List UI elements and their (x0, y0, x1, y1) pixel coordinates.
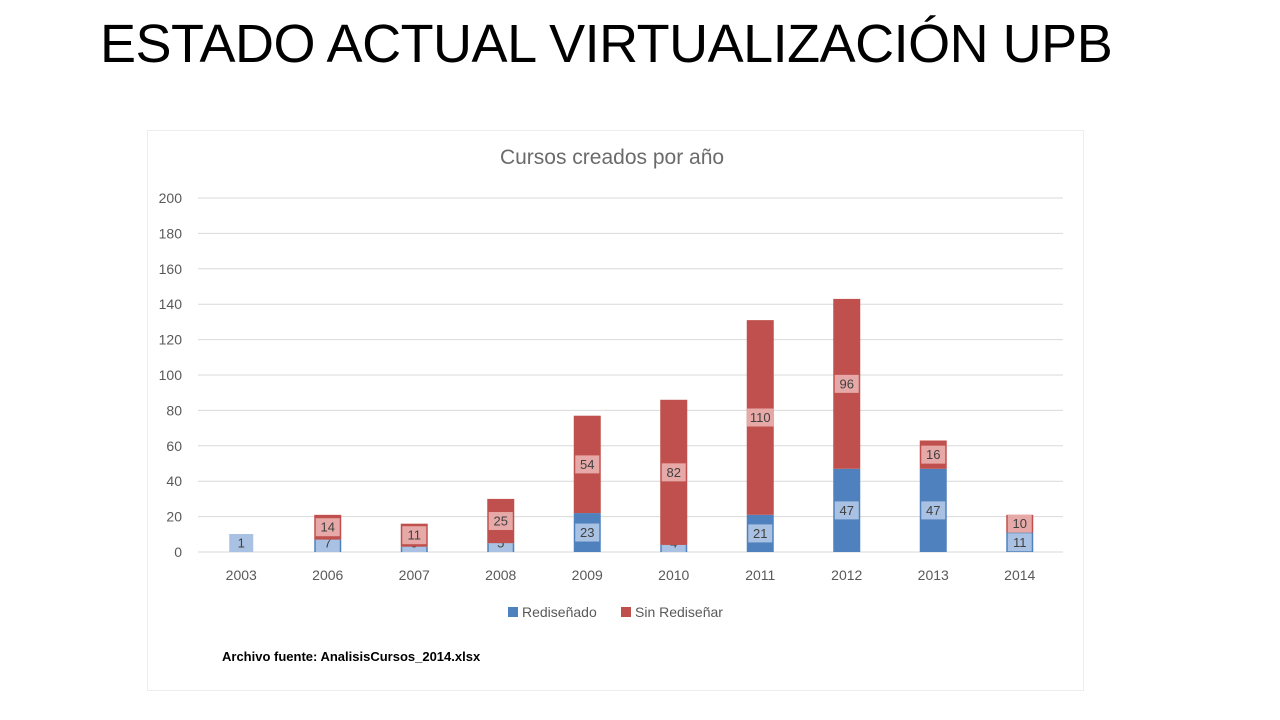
x-tick-label: 2003 (226, 567, 257, 583)
data-label-sin-redisenar: 54 (580, 457, 594, 472)
x-tick-label: 2012 (831, 567, 862, 583)
data-label-box (575, 523, 600, 542)
data-label-redisenado: 23 (580, 525, 594, 540)
data-label-redisenado: 47 (840, 503, 854, 518)
x-tick-label: 2013 (918, 567, 949, 583)
data-label-redisenado: 21 (753, 526, 767, 541)
bars: 1714511525235448221110479647161110 (229, 298, 1034, 552)
legend-label-redisenado: Rediseñado (522, 604, 597, 620)
data-label-box (1007, 514, 1032, 533)
source-note: Archivo fuente: AnalisisCursos_2014.xlsx (222, 649, 481, 664)
y-tick-label: 80 (166, 402, 182, 418)
data-label-box (746, 408, 774, 427)
data-label-box (834, 374, 859, 393)
x-tick-label: 2014 (1004, 567, 1035, 583)
data-label-redisenado: 1 (238, 536, 245, 551)
data-label-sin-redisenar: 10 (1013, 516, 1027, 531)
data-label-box (661, 463, 686, 482)
y-tick-label: 60 (166, 438, 182, 454)
data-label-redisenado: 47 (926, 503, 940, 518)
legend-swatch-sin-redisenar (621, 607, 631, 617)
y-tick-label: 120 (159, 332, 183, 348)
data-label-sin-redisenar: 16 (926, 447, 940, 462)
data-label-box (402, 526, 427, 545)
data-label-box (921, 445, 946, 464)
data-label-sin-redisenar: 96 (840, 376, 854, 391)
legend-swatch-redisenado (508, 607, 518, 617)
x-tick-label: 2006 (312, 567, 343, 583)
gridlines (198, 197, 1063, 553)
data-label-sin-redisenar: 110 (750, 410, 771, 425)
x-tick-label: 2009 (572, 567, 603, 583)
chart-title: Cursos creados por año (500, 146, 724, 169)
x-axis-ticks: 2003 2006 2007 2008 2009 2010 2011 2012 2013 2014 (226, 567, 1036, 583)
data-label-sin-redisenar: 14 (321, 520, 335, 535)
legend-label-sin-redisenar: Sin Rediseñar (635, 604, 723, 620)
data-label-box (1007, 533, 1032, 552)
y-tick-label: 140 (159, 296, 183, 312)
slide-title: ESTADO ACTUAL VIRTUALIZACIÓN UPB (100, 14, 1113, 74)
data-label-redisenado: 7 (324, 536, 331, 551)
data-label-box (834, 501, 859, 520)
y-tick-label: 20 (166, 509, 182, 525)
data-label-sin-redisenar: 11 (408, 528, 422, 543)
data-label-box (229, 534, 254, 552)
y-tick-label: 180 (159, 225, 183, 241)
data-label-redisenado: 11 (1013, 535, 1027, 550)
x-tick-label: 2011 (745, 567, 775, 583)
chart-area: Cursos creados por año 0 20 40 60 80 100 120 14… (148, 131, 1083, 690)
y-tick-label: 200 (159, 190, 183, 206)
y-axis-ticks: 0 20 40 60 80 100 120 140 160 180 200 (159, 190, 183, 560)
data-label-box (575, 455, 600, 474)
data-label-box (748, 524, 773, 543)
x-tick-label: 2007 (399, 567, 430, 583)
y-tick-label: 0 (174, 544, 182, 560)
y-tick-label: 40 (166, 473, 182, 489)
y-tick-label: 160 (159, 261, 183, 277)
stacked-bar-chart: Cursos creados por año 02040608010012014… (159, 146, 1063, 664)
x-tick-label: 2008 (485, 567, 516, 583)
data-label-box (921, 501, 946, 520)
y-tick-label: 100 (159, 367, 183, 383)
data-label-box (315, 518, 340, 537)
data-label-sin-redisenar: 82 (667, 465, 681, 480)
legend: Rediseñado Sin Rediseñar (508, 604, 723, 620)
data-label-sin-redisenar: 25 (494, 514, 508, 529)
data-label-box (488, 512, 513, 531)
x-tick-label: 2010 (658, 567, 689, 583)
